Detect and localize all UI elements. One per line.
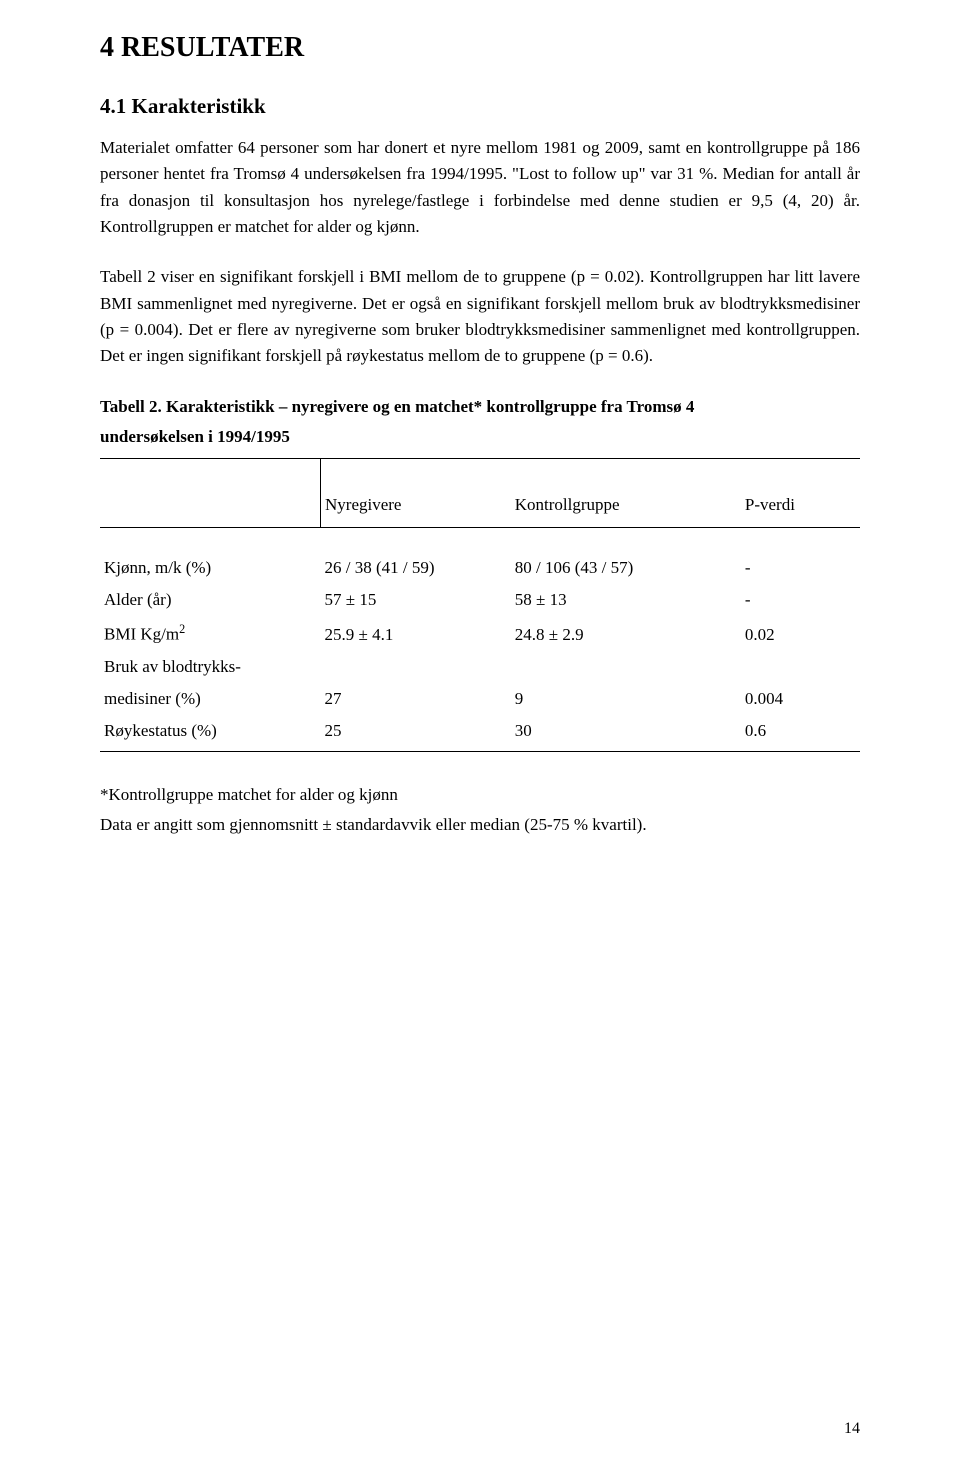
cell-value: 27	[321, 683, 511, 715]
table-karakteristikk: Nyregivere Kontrollgruppe P-verdi Kjønn,…	[100, 458, 860, 752]
table-header-nyregivere: Nyregivere	[321, 459, 511, 528]
table-row: Røykestatus (%) 25 30 0.6	[100, 715, 860, 752]
cell-value: -	[741, 528, 860, 585]
table-header-pverdi: P-verdi	[741, 459, 860, 528]
paragraph-intro: Materialet omfatter 64 personer som har …	[100, 135, 860, 240]
page-number: 14	[844, 1420, 860, 1438]
cell-value: 80 / 106 (43 / 57)	[511, 528, 741, 585]
table-header-empty	[100, 459, 321, 528]
footnote-match: *Kontrollgruppe matchet for alder og kjø…	[100, 782, 860, 808]
heading-karakteristikk: 4.1 Karakteristikk	[100, 94, 860, 119]
page-container: 4 RESULTATER 4.1 Karakteristikk Material…	[0, 0, 960, 1468]
cell-value: 25	[321, 715, 511, 752]
cell-value: 0.004	[741, 683, 860, 715]
cell-value	[511, 651, 741, 683]
cell-label: BMI Kg/m2	[100, 616, 321, 651]
footnote-data: Data er angitt som gjennomsnitt ± standa…	[100, 812, 860, 838]
heading-resultater: 4 RESULTATER	[100, 32, 860, 64]
cell-value	[321, 651, 511, 683]
table-header-kontrollgruppe: Kontrollgruppe	[511, 459, 741, 528]
table-title-line1: Tabell 2. Karakteristikk – nyregivere og…	[100, 394, 860, 420]
cell-value: 57 ± 15	[321, 584, 511, 616]
cell-value: 26 / 38 (41 / 59)	[321, 528, 511, 585]
cell-value: 30	[511, 715, 741, 752]
table-title-line2: undersøkelsen i 1994/1995	[100, 424, 860, 450]
cell-value: 58 ± 13	[511, 584, 741, 616]
cell-label: Kjønn, m/k (%)	[100, 528, 321, 585]
cell-label: Røykestatus (%)	[100, 715, 321, 752]
cell-value: 9	[511, 683, 741, 715]
table-row: Alder (år) 57 ± 15 58 ± 13 -	[100, 584, 860, 616]
cell-value: -	[741, 584, 860, 616]
cell-label: medisiner (%)	[100, 683, 321, 715]
table-row: medisiner (%) 27 9 0.004	[100, 683, 860, 715]
table-row: Bruk av blodtrykks-	[100, 651, 860, 683]
cell-label: Bruk av blodtrykks-	[100, 651, 321, 683]
cell-value: 0.02	[741, 616, 860, 651]
table-header-row: Nyregivere Kontrollgruppe P-verdi	[100, 459, 860, 528]
paragraph-findings: Tabell 2 viser en signifikant forskjell …	[100, 264, 860, 369]
table-row: BMI Kg/m2 25.9 ± 4.1 24.8 ± 2.9 0.02	[100, 616, 860, 651]
table-row: Kjønn, m/k (%) 26 / 38 (41 / 59) 80 / 10…	[100, 528, 860, 585]
cell-value: 24.8 ± 2.9	[511, 616, 741, 651]
cell-label: Alder (år)	[100, 584, 321, 616]
cell-value	[741, 651, 860, 683]
cell-value: 25.9 ± 4.1	[321, 616, 511, 651]
cell-value: 0.6	[741, 715, 860, 752]
